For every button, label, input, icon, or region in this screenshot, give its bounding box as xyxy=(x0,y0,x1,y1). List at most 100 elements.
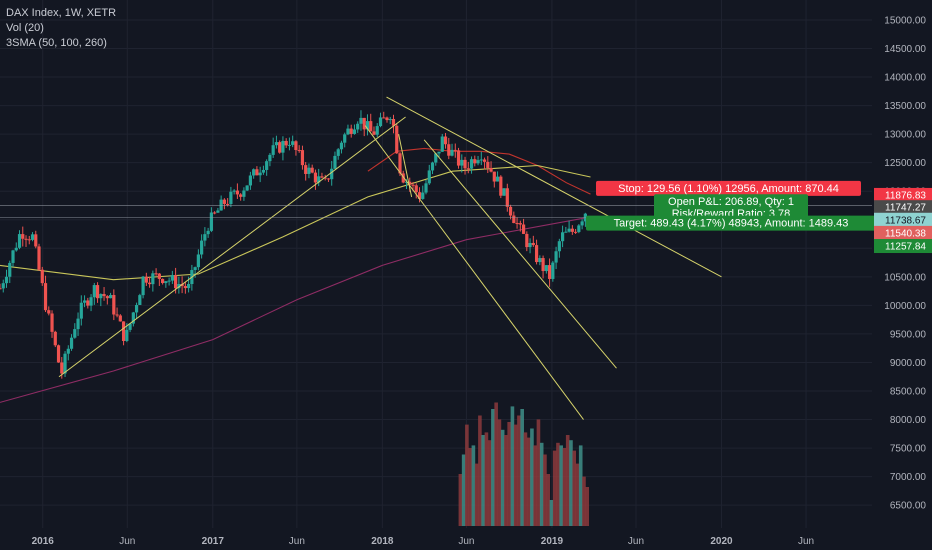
candle-body xyxy=(570,228,574,232)
candle-body xyxy=(404,181,409,183)
candle-body xyxy=(174,275,178,289)
candle-body xyxy=(128,323,132,330)
candle-body xyxy=(531,242,535,246)
target-box xyxy=(586,215,876,231)
volume-bar xyxy=(474,463,479,526)
candle-body xyxy=(414,185,418,193)
candle-body xyxy=(469,159,474,169)
candle-body xyxy=(73,329,77,338)
pnl-label: Open P&L: 206.89, Qty: 1 xyxy=(668,196,794,208)
volume-bar xyxy=(578,445,583,526)
candle-body xyxy=(14,247,18,251)
candle-body xyxy=(385,117,389,121)
candle-body xyxy=(473,159,477,164)
candle-body xyxy=(326,178,331,180)
candle-body xyxy=(577,225,581,232)
volume-bar xyxy=(504,435,508,526)
candle-body xyxy=(343,134,347,143)
candle-body xyxy=(417,192,422,199)
candle-body xyxy=(476,160,480,164)
sma-line xyxy=(0,216,591,403)
candle-body xyxy=(47,310,51,314)
stop-label: Stop: 129.56 (1.10%) 12956, Amount: 870.… xyxy=(618,183,839,195)
volume-bar xyxy=(552,450,557,526)
candle-body xyxy=(281,140,285,153)
volume-bar xyxy=(585,487,590,526)
sma-line xyxy=(0,164,591,281)
candle-body xyxy=(232,190,236,192)
candle-body xyxy=(53,331,57,346)
price-tag-label: 11747.27 xyxy=(885,203,926,214)
x-tick-label: Jun xyxy=(798,536,814,547)
trendline xyxy=(398,134,413,198)
candle-body xyxy=(560,232,565,242)
price-tag-last xyxy=(874,212,932,227)
volume-bar xyxy=(471,445,476,526)
candle-body xyxy=(398,153,402,174)
y-tick-label: 14000.00 xyxy=(884,73,926,84)
candle-body xyxy=(125,329,129,341)
candle-body xyxy=(177,283,181,289)
candle-body xyxy=(499,176,503,196)
candle-body xyxy=(50,313,54,332)
candle-body xyxy=(24,238,28,240)
volume-bar xyxy=(491,409,495,526)
candle-body xyxy=(528,242,532,248)
target-label: Target: 489.43 (4.17%) 48943, Amount: 14… xyxy=(614,218,849,230)
candle-body xyxy=(131,312,135,324)
candle-body xyxy=(317,176,321,183)
y-tick-label: 14500.00 xyxy=(884,44,926,55)
candle-body xyxy=(362,117,366,130)
candle-body xyxy=(515,223,519,225)
candle-body xyxy=(463,159,467,169)
candle-body xyxy=(167,280,171,282)
y-tick-label: 12500.00 xyxy=(884,158,926,169)
candle-body xyxy=(580,221,584,226)
candle-body xyxy=(307,167,311,174)
candle-body xyxy=(268,154,272,162)
candle-body xyxy=(8,262,12,277)
volume-bar xyxy=(517,415,521,526)
price-tag-label: 11540.38 xyxy=(885,228,926,239)
candle-body xyxy=(60,362,64,374)
candle-body xyxy=(401,173,405,183)
candle-body xyxy=(134,304,139,313)
candle-body xyxy=(265,161,269,170)
y-tick-label: 6500.00 xyxy=(890,501,927,512)
candle-body xyxy=(235,190,239,195)
candle-body xyxy=(466,168,470,170)
candle-body xyxy=(492,171,496,182)
candle-body xyxy=(460,159,464,166)
candle-body xyxy=(141,276,145,296)
sma-legend[interactable]: 3SMA (50, 100, 260) xyxy=(6,37,107,49)
candle-body xyxy=(287,144,292,146)
candle-body xyxy=(40,269,44,284)
candle-body xyxy=(330,168,334,180)
candle-body xyxy=(0,288,2,290)
candle-body xyxy=(391,118,396,126)
volume-bar xyxy=(526,437,531,526)
candle-body xyxy=(76,318,80,330)
volume-bar xyxy=(575,463,580,526)
volume-bar xyxy=(513,424,518,526)
candle-body xyxy=(242,190,246,197)
x-tick-label: 2017 xyxy=(202,536,225,547)
candle-body xyxy=(421,192,425,199)
volume-legend[interactable]: Vol (20) xyxy=(6,22,44,34)
volume-bar xyxy=(458,474,463,526)
candle-body xyxy=(564,231,568,233)
candle-body xyxy=(255,169,259,176)
volume-bar xyxy=(556,442,560,526)
candle-body xyxy=(430,162,435,171)
candle-body xyxy=(538,258,542,263)
x-axis-band xyxy=(0,528,932,550)
candle-body xyxy=(34,234,38,247)
candle-body xyxy=(170,275,174,281)
candle-body xyxy=(239,194,243,197)
candle-body xyxy=(291,141,295,145)
symbol-legend[interactable]: DAX Index, 1W, XETR xyxy=(6,7,117,19)
stop-box xyxy=(596,180,861,196)
candle-body xyxy=(508,206,513,216)
